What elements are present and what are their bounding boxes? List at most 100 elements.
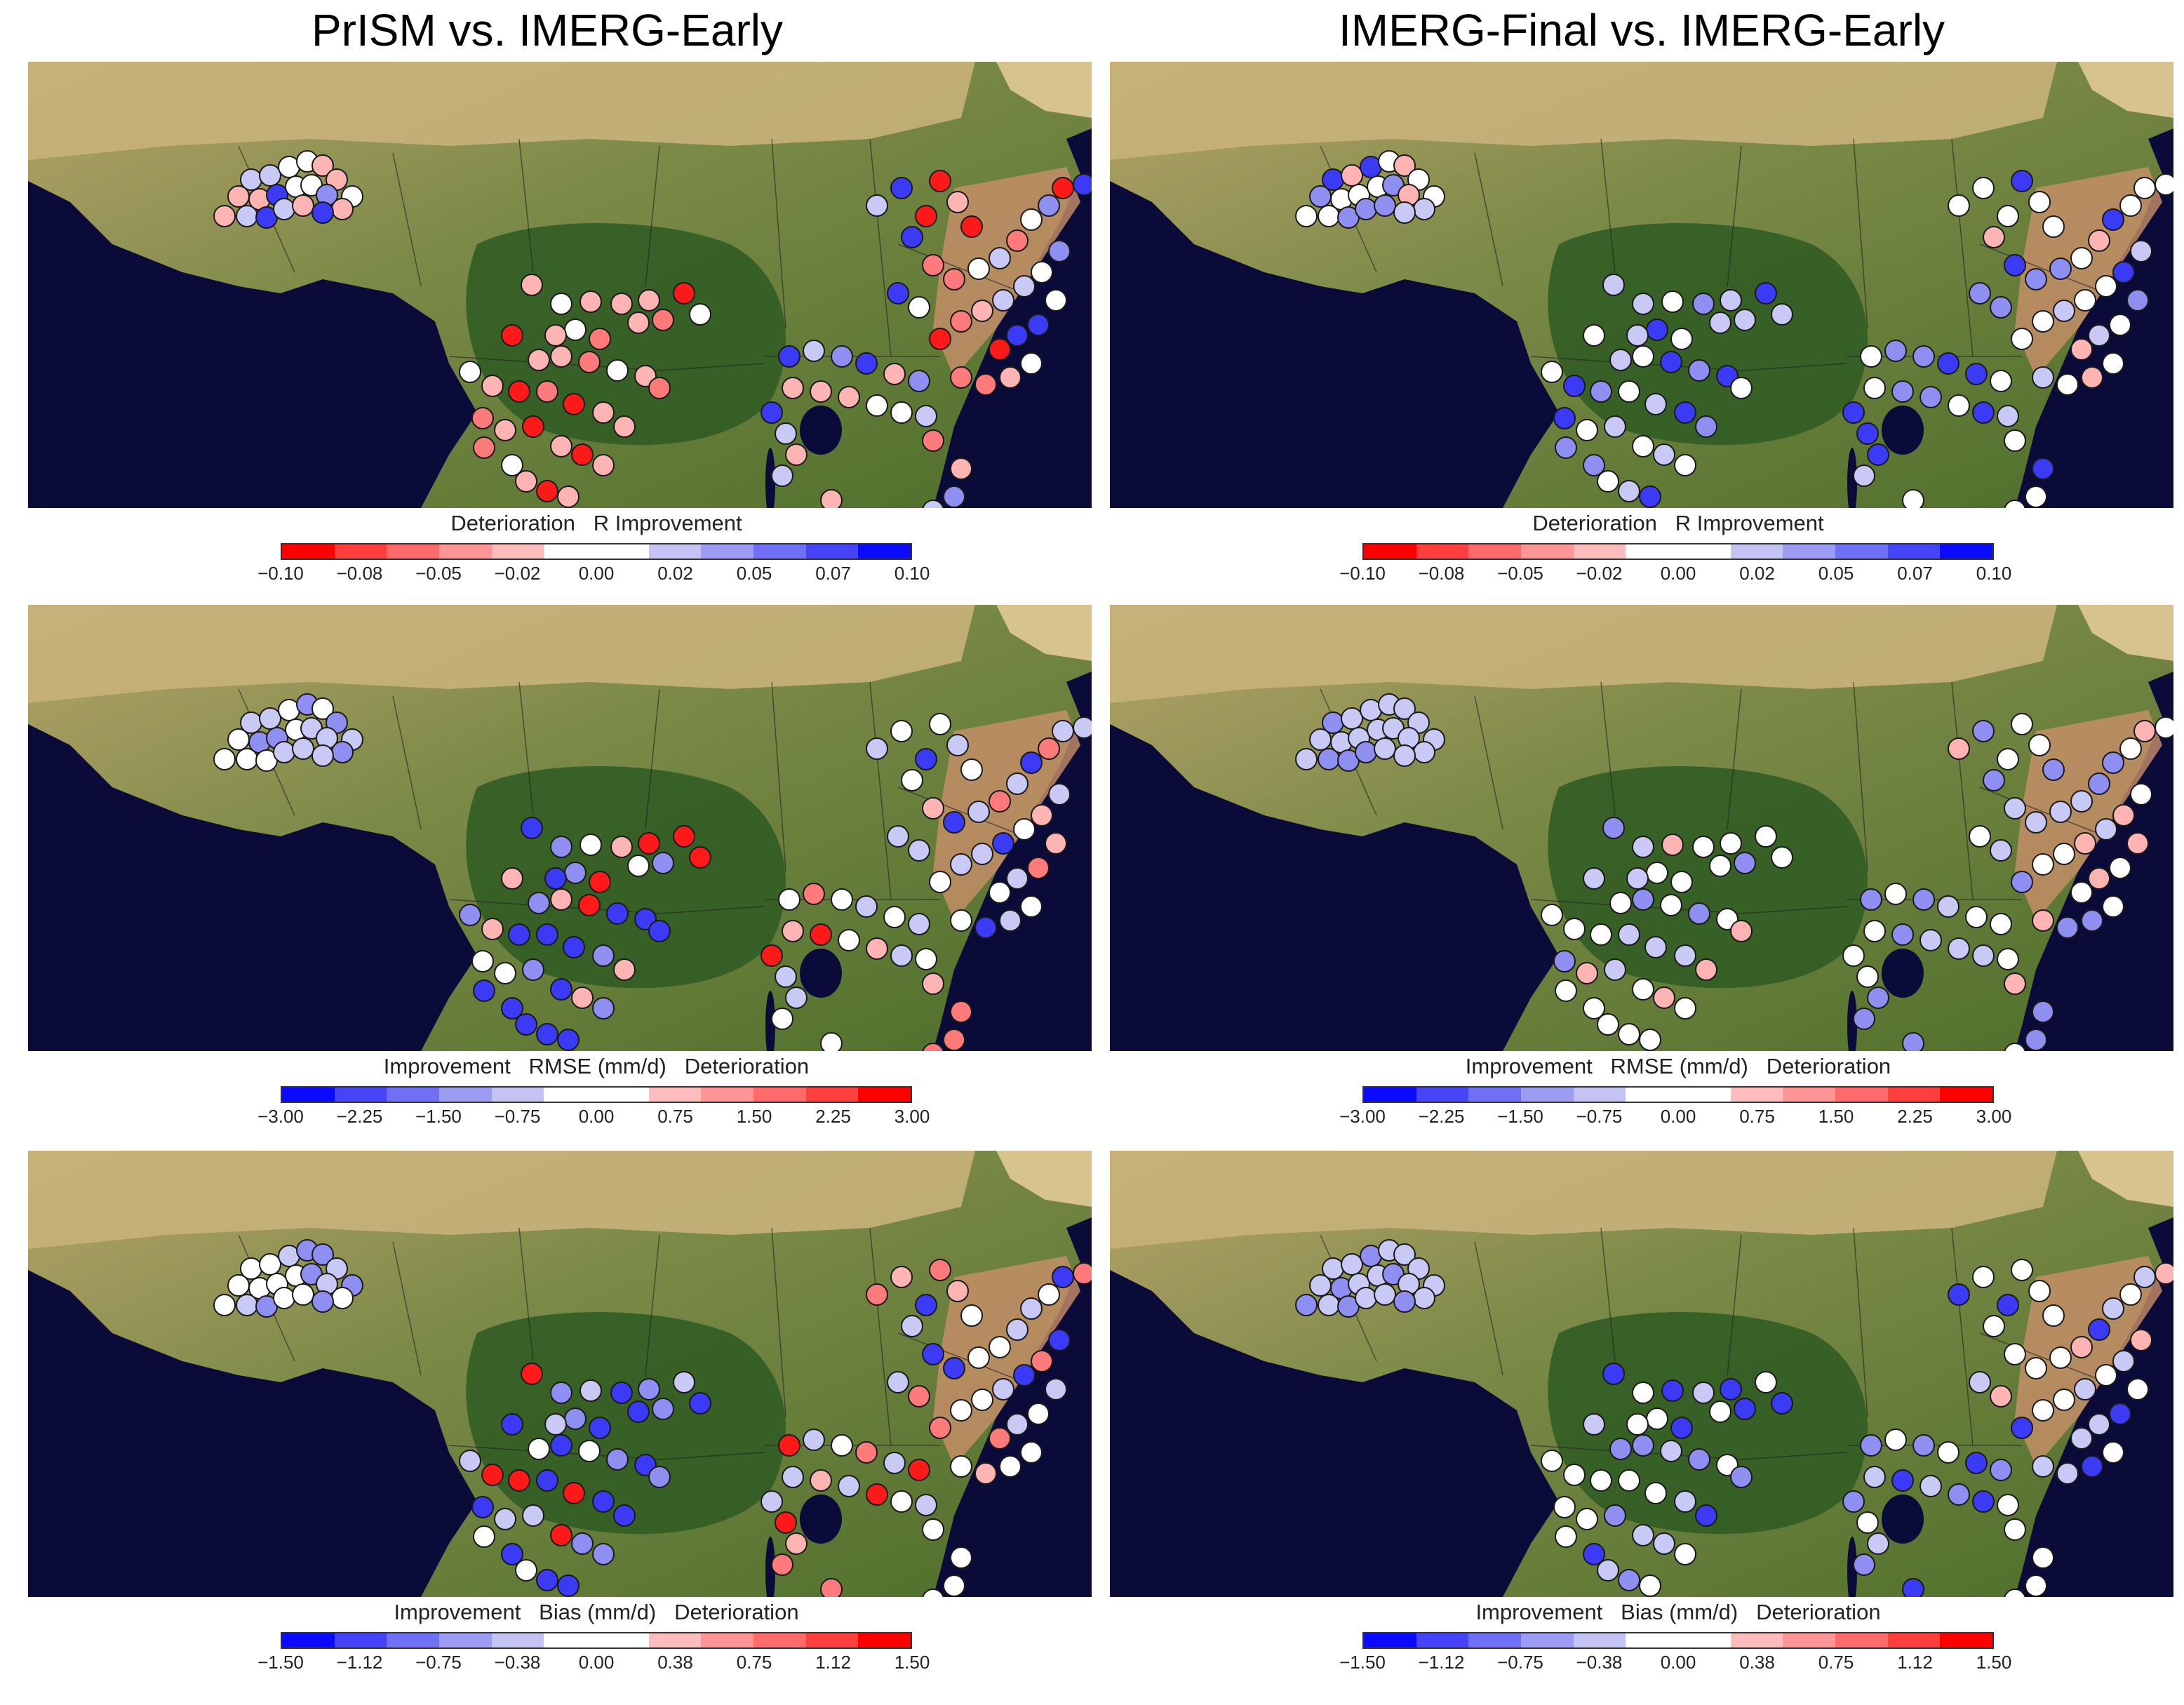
station-marker	[1990, 1385, 2012, 1408]
station-marker	[1990, 839, 2012, 862]
station-marker	[838, 1475, 860, 1497]
station-marker	[1341, 1253, 1363, 1276]
station-marker	[1374, 1283, 1396, 1306]
station-marker	[820, 1032, 843, 1051]
station-marker	[989, 1427, 1011, 1450]
station-marker	[1997, 1294, 2019, 1316]
station-marker	[638, 289, 660, 312]
station-marker	[971, 300, 993, 322]
colorbar-swatch	[1730, 1633, 1783, 1647]
station-marker	[689, 846, 711, 869]
station-marker	[1997, 748, 2019, 770]
station-marker	[1688, 902, 1710, 925]
station-marker	[1541, 361, 1563, 383]
colorbar-swatch	[596, 544, 649, 559]
station-marker	[1553, 407, 1576, 429]
station-marker	[2053, 1389, 2075, 1411]
station-marker	[775, 422, 797, 445]
station-marker	[810, 923, 832, 946]
station-marker	[592, 401, 615, 424]
station-marker	[1891, 1469, 1914, 1492]
station-marker	[578, 1440, 601, 1462]
station-marker	[613, 958, 636, 981]
station-marker	[2028, 734, 2051, 756]
station-marker	[2081, 1455, 2103, 1478]
station-marker	[508, 1469, 530, 1492]
station-marker	[901, 1315, 923, 1337]
colorbar-tick-label: −1.12	[336, 1652, 383, 1673]
station-marker	[1618, 923, 1640, 946]
colorbar-swatch	[387, 1633, 440, 1647]
colorbar-swatch	[805, 544, 859, 559]
station-marker	[1983, 226, 2005, 248]
station-marker	[971, 1389, 993, 1411]
station-marker	[471, 950, 494, 972]
station-marker	[1576, 419, 1598, 441]
colorbar-swatch	[858, 544, 911, 559]
station-marker	[648, 920, 671, 942]
station-marker	[2126, 1378, 2149, 1400]
station-marker	[887, 825, 909, 848]
station-marker	[946, 734, 969, 756]
station-marker	[1674, 944, 1696, 967]
column-title-final: IMERG-Final vs. IMERG-Early	[1338, 5, 1945, 55]
station-marker	[2032, 310, 2054, 333]
station-marker	[810, 380, 832, 403]
colorbar-tick-label: −1.50	[257, 1652, 304, 1673]
station-marker	[1355, 1287, 1377, 1309]
station-marker	[974, 916, 997, 939]
colorbar-swatch	[282, 544, 335, 559]
station-marker	[950, 310, 972, 333]
station-marker	[866, 194, 888, 217]
station-marker	[227, 728, 250, 751]
station-marker	[522, 415, 544, 438]
station-marker	[2004, 1343, 2026, 1365]
colorbar-title: Improvement RMSE (mm/d) Deterioration	[383, 1054, 810, 1078]
station-marker	[2032, 366, 2054, 389]
station-marker	[1853, 1553, 1875, 1576]
colorbar-tick-label: −0.75	[494, 1106, 541, 1127]
station-marker	[473, 436, 495, 459]
station-marker	[960, 215, 983, 238]
country-border	[1951, 1227, 1974, 1446]
station-marker	[522, 958, 544, 981]
station-marker	[2032, 1546, 2054, 1569]
map-panel-bias-prism	[28, 1151, 1092, 1597]
station-marker	[1912, 1434, 1935, 1457]
sahara-band	[28, 1151, 975, 1249]
station-marker	[471, 407, 494, 429]
station-marker	[1674, 401, 1696, 424]
column-title-prism: PrISM vs. IMERG-Early	[311, 5, 784, 55]
station-marker	[1860, 345, 1882, 368]
station-marker	[1052, 720, 1074, 742]
station-marker	[1644, 393, 1667, 415]
colorbar-tick-label: 0.00	[1660, 563, 1696, 584]
station-marker	[2133, 1266, 2156, 1288]
colorbar-swatches	[281, 543, 912, 560]
station-marker	[1948, 1283, 1970, 1306]
colorbar-title: Deterioration R Improvement	[1532, 511, 1824, 535]
station-marker	[1709, 1400, 1731, 1423]
station-marker	[1027, 857, 1050, 879]
station-marker	[2102, 895, 2124, 918]
station-marker	[950, 853, 972, 876]
station-marker	[1413, 198, 1435, 220]
station-marker	[528, 349, 550, 371]
station-marker	[648, 377, 671, 399]
station-marker	[544, 1413, 567, 1436]
station-marker	[2088, 773, 2110, 795]
colorbar-swatch	[491, 1633, 544, 1647]
colorbar-title: Improvement Bias (mm/d) Deterioration	[1475, 1600, 1881, 1624]
station-marker	[778, 1434, 800, 1457]
station-marker	[778, 888, 800, 911]
station-marker	[563, 1482, 585, 1504]
station-marker	[1997, 1494, 2019, 1516]
station-marker	[1937, 1441, 1959, 1464]
station-marker	[2025, 1574, 2047, 1597]
station-marker	[1972, 944, 1995, 967]
station-marker	[2004, 1043, 2026, 1051]
station-marker	[550, 1524, 572, 1546]
station-marker	[2011, 1259, 2033, 1281]
station-marker	[1632, 345, 1654, 368]
station-marker	[1997, 405, 2019, 427]
